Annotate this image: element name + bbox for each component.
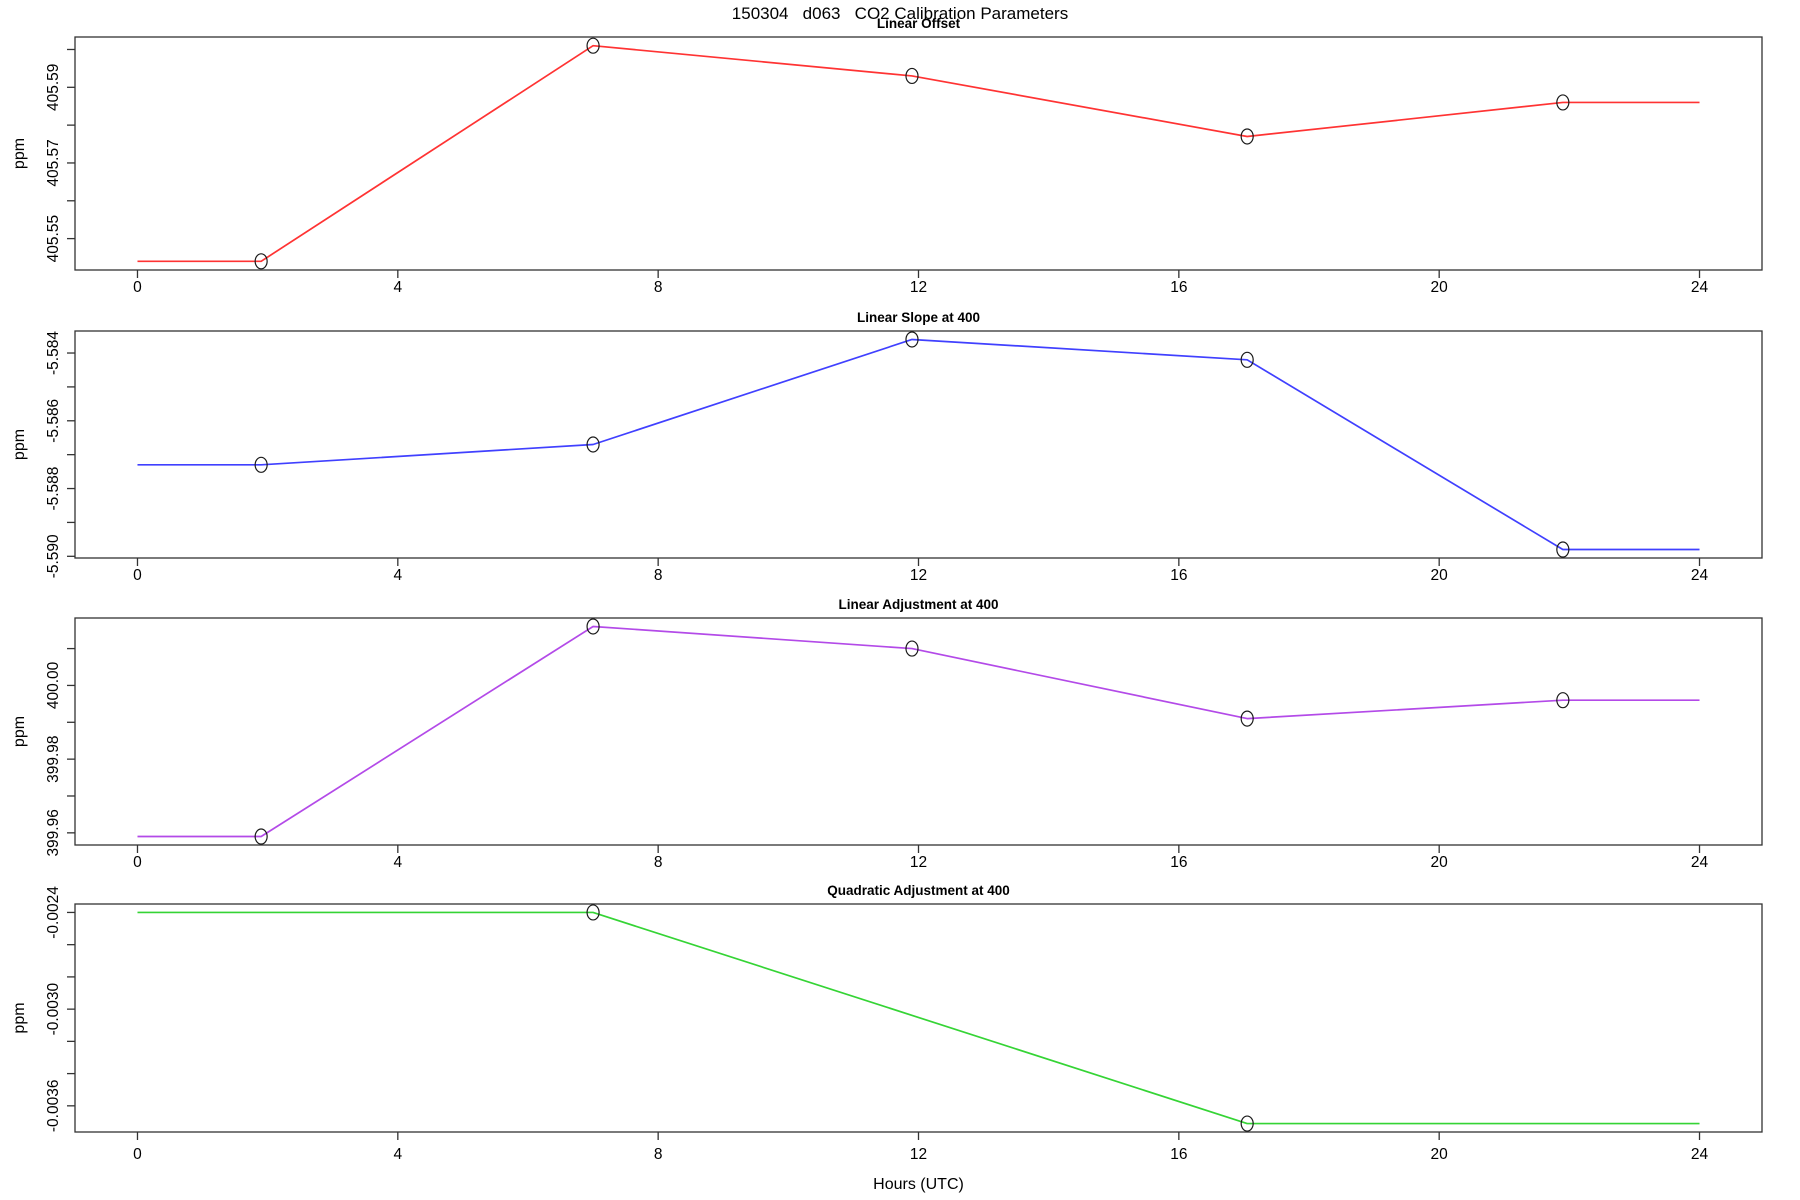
plot-box — [74, 330, 1763, 559]
y-tick-label: -0.0036 — [45, 1080, 62, 1133]
panel-title-linear-offset: Linear Offset — [877, 16, 961, 31]
x-tick-label: 24 — [1691, 854, 1709, 871]
series-line-linear-adjustment-at-400 — [137, 625, 1700, 838]
data-point-marker — [905, 640, 919, 657]
x-tick-label: 4 — [394, 279, 403, 296]
y-tick-label: -5.588 — [45, 467, 62, 511]
figure-title: 150304 d063 CO2 Calibration Parameters — [731, 4, 1069, 23]
x-tick-label: 20 — [1431, 1146, 1449, 1163]
x-tick-label: 12 — [910, 1146, 927, 1163]
x-tick-label: 20 — [1431, 854, 1449, 871]
data-point-marker — [586, 436, 600, 453]
y-tick-label: -5.590 — [45, 534, 62, 578]
x-tick-label: 24 — [1691, 279, 1709, 296]
panel-linear-adjustment-at-400: Linear Adjustment at 400 0 4 8 12 16 20 24 399.9… — [11, 597, 1763, 871]
y-axis-label-ppm: ppm — [11, 138, 28, 169]
x-tick-label: 16 — [1170, 279, 1187, 296]
series-line-linear-slope-at-400 — [137, 338, 1700, 551]
x-tick-label: 8 — [654, 854, 663, 871]
panel-linear-offset: Linear Offset 0 4 8 12 16 20 24 405.55 405.57 405.… — [11, 16, 1763, 296]
series-line-linear-offset — [137, 44, 1700, 263]
y-axis-label-ppm: ppm — [11, 1002, 28, 1033]
y-tick-label: 405.55 — [45, 215, 62, 262]
data-point-marker — [905, 67, 919, 85]
plot-box — [74, 36, 1763, 271]
data-point-marker — [586, 904, 600, 921]
y-tick-label: -0.0024 — [45, 886, 62, 939]
x-tick-label: 4 — [394, 567, 403, 584]
x-tick-label: 16 — [1170, 567, 1187, 584]
data-point-marker — [1240, 128, 1254, 145]
x-tick-label: 24 — [1691, 567, 1709, 584]
x-tick-label: 12 — [910, 567, 927, 584]
x-tick-label: 0 — [133, 1146, 142, 1163]
data-point-marker — [254, 456, 268, 473]
x-tick-label: 20 — [1431, 279, 1449, 296]
y-tick-label: -0.0030 — [45, 982, 62, 1035]
series-line-quadratic-adjustment-at-400 — [137, 911, 1700, 1125]
y-tick-label: 405.57 — [45, 139, 62, 186]
data-point-marker — [586, 37, 600, 54]
y-tick-label: -5.586 — [45, 399, 62, 443]
x-tick-label: 16 — [1170, 1146, 1187, 1163]
y-axis-label-ppm: ppm — [11, 716, 28, 747]
panel-linear-slope-at-400: Linear Slope at 400 0 4 8 12 16 20 24 -5.584 -5.5… — [11, 310, 1763, 584]
x-tick-label: 24 — [1691, 1146, 1709, 1163]
data-point-marker — [254, 828, 268, 845]
data-point-marker — [1556, 692, 1570, 709]
x-tick-label: 12 — [910, 854, 927, 871]
x-tick-label: 4 — [394, 854, 403, 871]
x-tick-label: 8 — [654, 567, 663, 584]
y-tick-label: 399.98 — [45, 735, 62, 782]
data-point-marker — [586, 618, 600, 635]
y-tick-label: 399.96 — [45, 809, 62, 856]
x-tick-label: 0 — [133, 854, 142, 871]
y-tick-label: -5.584 — [45, 331, 62, 375]
panel-title-quadratic-adjustment-at-400: Quadratic Adjustment at 400 — [827, 883, 1010, 898]
x-tick-label: 4 — [394, 1146, 403, 1163]
data-point-marker — [1240, 351, 1254, 368]
data-point-marker — [1556, 541, 1570, 558]
x-tick-label: 0 — [133, 567, 142, 584]
panel-title-linear-adjustment-at-400: Linear Adjustment at 400 — [838, 597, 998, 612]
data-point-marker — [905, 331, 919, 348]
data-point-marker — [1556, 94, 1570, 111]
y-tick-label: 400.00 — [45, 661, 62, 709]
data-point-marker — [254, 253, 268, 270]
x-tick-label: 8 — [654, 1146, 663, 1163]
panel-title-linear-slope-at-400: Linear Slope at 400 — [857, 310, 980, 325]
data-point-marker — [1240, 710, 1254, 727]
plot-box — [74, 617, 1763, 846]
x-tick-label: 16 — [1170, 854, 1187, 871]
x-tick-label: 0 — [133, 279, 142, 296]
x-axis-label: Hours (UTC) — [873, 1176, 964, 1193]
x-tick-label: 12 — [910, 279, 927, 296]
data-point-marker — [1240, 1115, 1254, 1132]
x-tick-label: 20 — [1431, 567, 1449, 584]
y-axis-label-ppm: ppm — [11, 429, 28, 460]
y-tick-label: 405.59 — [45, 64, 62, 111]
panel-quadratic-adjustment-at-400: Quadratic Adjustment at 400 0 4 8 12 16 20 24 -0… — [11, 883, 1763, 1163]
x-tick-label: 8 — [654, 279, 663, 296]
